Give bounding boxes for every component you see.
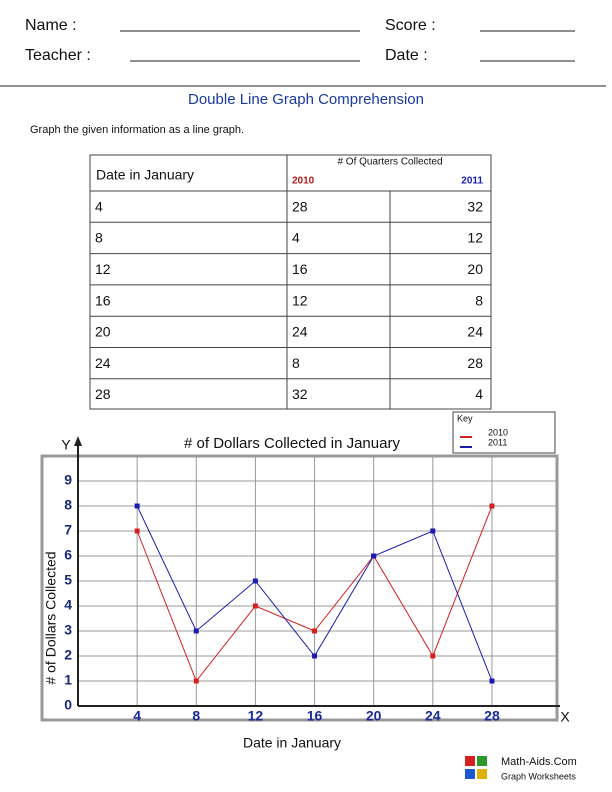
score-label: Score : [385, 17, 436, 34]
y-tick-label: 2 [64, 647, 72, 663]
data-point [252, 578, 258, 584]
legend-label: 2010 [488, 427, 508, 437]
table-cell: 8 [95, 230, 103, 246]
table-cell: 16 [292, 261, 308, 277]
x-tick-label: 20 [366, 708, 382, 724]
table-cell: 4 [95, 198, 103, 214]
y-tick-label: 9 [64, 472, 72, 488]
name-label: Name : [25, 17, 77, 34]
table-cell: 12 [467, 230, 483, 246]
y-tick-label: 5 [64, 572, 72, 588]
table-header: 2010 [292, 176, 315, 187]
data-point [312, 628, 318, 634]
x-tick-label: 8 [192, 708, 200, 724]
y-axis-arrow [74, 436, 82, 446]
data-point [489, 503, 495, 509]
worksheet-title: Double Line Graph Comprehension [188, 91, 424, 108]
table-cell: 20 [467, 261, 483, 277]
table-cell: 24 [467, 324, 483, 340]
teacher-label: Teacher : [25, 47, 91, 64]
date-label: Date : [385, 47, 428, 64]
table-cell: 12 [95, 261, 111, 277]
data-table [89, 154, 492, 410]
table-cell: 20 [95, 324, 111, 340]
data-point [193, 628, 199, 634]
table-cell: 4 [475, 386, 483, 402]
table-cell: 32 [467, 198, 483, 214]
x-tick-label: 24 [425, 708, 441, 724]
x-axis-letter: X [560, 709, 570, 725]
data-point [252, 603, 258, 609]
legend-label: 2011 [488, 437, 507, 447]
y-tick-label: 3 [64, 622, 72, 638]
y-axis-letter: Y [61, 437, 71, 453]
table-cell: 28 [95, 386, 111, 402]
x-tick-label: 4 [133, 708, 141, 724]
data-point [371, 553, 377, 559]
data-point [134, 503, 140, 509]
x-axis-title: Date in January [243, 735, 341, 751]
data-point [489, 678, 495, 684]
table-cell: 24 [95, 355, 111, 371]
data-point [312, 653, 318, 659]
y-tick-label: 1 [64, 672, 72, 688]
brand-subtitle: Graph Worksheets [501, 771, 576, 781]
y-tick-label: 7 [64, 522, 72, 538]
table-header: Date in January [96, 167, 194, 183]
y-axis-title: # of Dollars Collected [43, 551, 59, 684]
table-header: 2011 [461, 176, 483, 187]
y-tick-label: 0 [64, 697, 72, 713]
table-border [89, 154, 492, 410]
data-point [430, 528, 436, 534]
table-cell: 24 [292, 324, 308, 340]
x-tick-label: 28 [484, 708, 500, 724]
legend-title: Key [457, 413, 473, 423]
table-cell: 28 [467, 355, 483, 371]
table-cell: 8 [475, 292, 483, 308]
table-cell: 8 [292, 355, 300, 371]
instructions: Graph the given information as a line gr… [30, 124, 244, 136]
table-cell: 12 [292, 292, 308, 308]
data-point [193, 678, 199, 684]
chart-title: # of Dollars Collected in January [184, 435, 400, 452]
logo [465, 756, 487, 779]
data-point [134, 528, 140, 534]
brand: Math-Aids.Com [501, 756, 577, 768]
y-tick-label: 6 [64, 547, 72, 563]
table-cell: 4 [292, 230, 300, 246]
y-tick-label: 4 [64, 597, 72, 613]
table-cell: 32 [292, 386, 308, 402]
table-cell: 28 [292, 198, 308, 214]
data-point [430, 653, 436, 659]
table-cell: 16 [95, 292, 111, 308]
x-tick-label: 12 [248, 708, 264, 724]
chart-border [40, 454, 559, 722]
x-tick-label: 16 [307, 708, 323, 724]
table-header: # Of Quarters Collected [337, 157, 442, 168]
y-tick-label: 8 [64, 497, 72, 513]
